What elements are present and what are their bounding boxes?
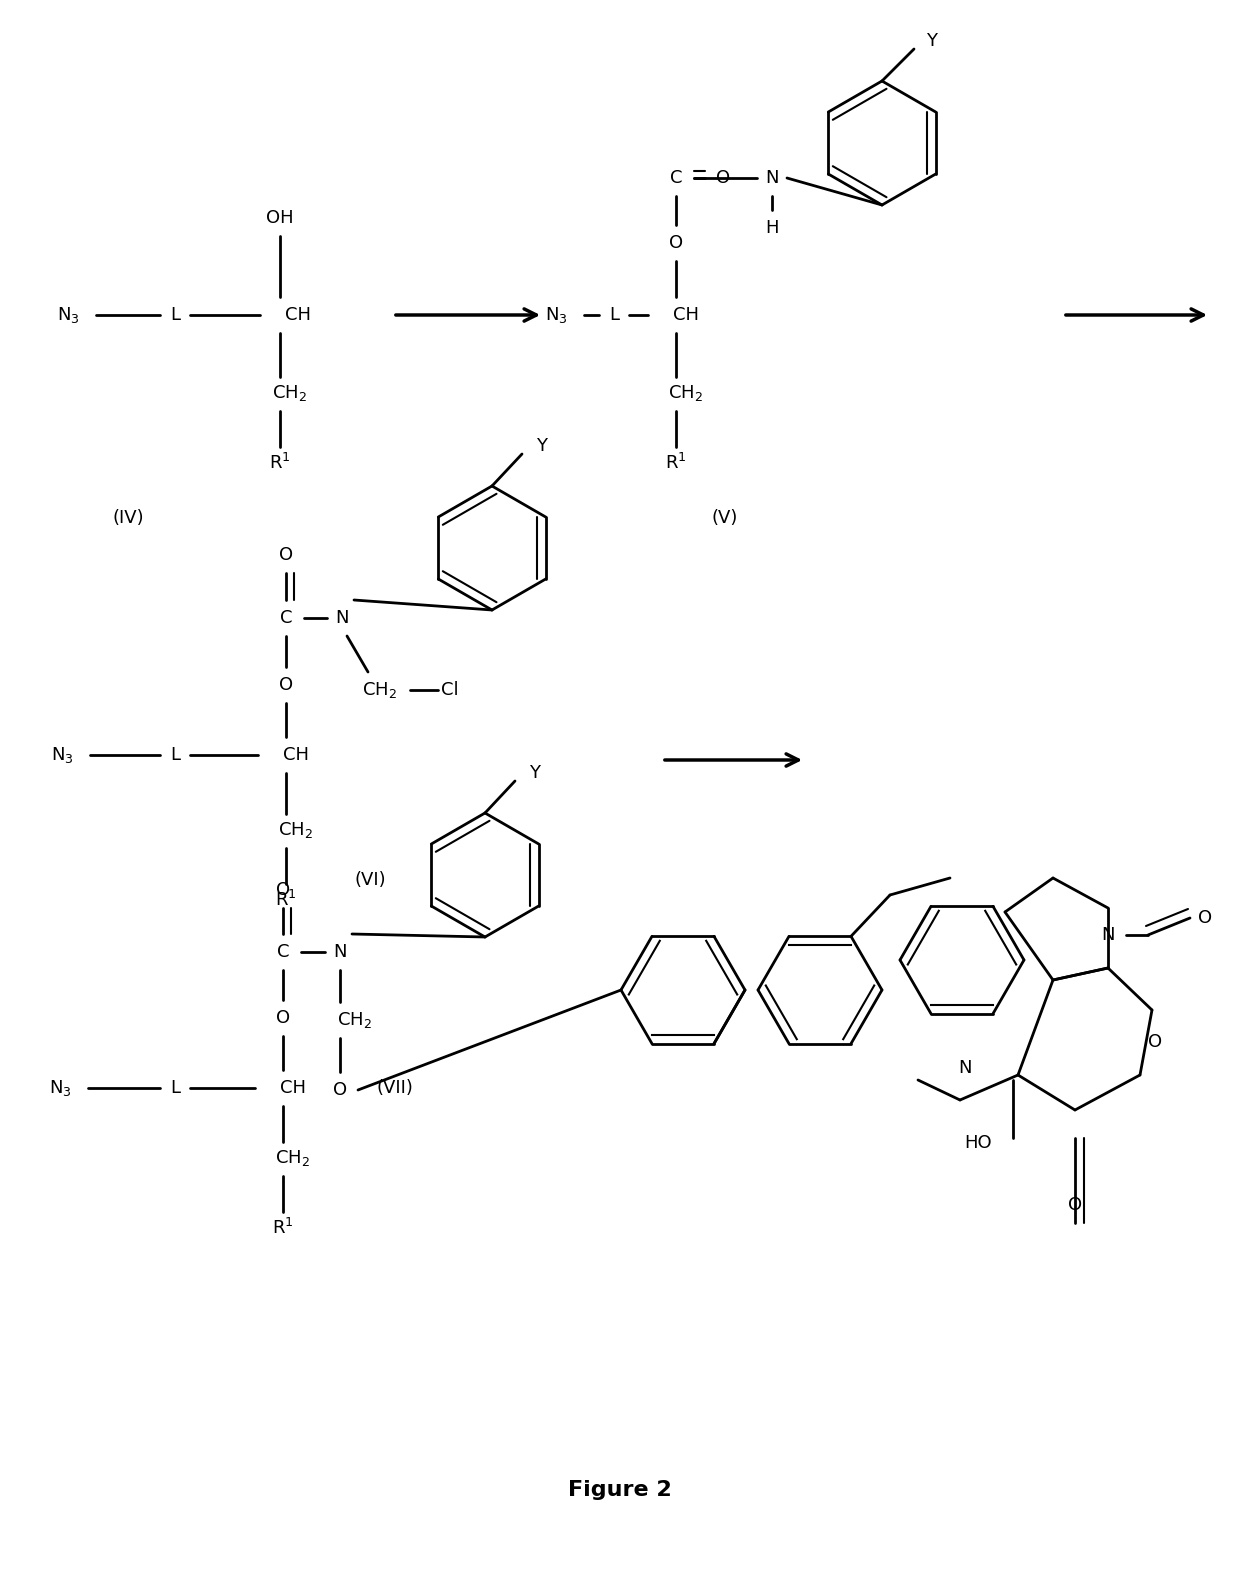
Text: O: O [1198, 909, 1211, 927]
Text: (IV): (IV) [112, 509, 144, 527]
Text: Y: Y [529, 764, 541, 781]
Text: O: O [668, 234, 683, 252]
Text: CH$_2$: CH$_2$ [279, 821, 314, 839]
Text: N: N [959, 1060, 972, 1077]
Text: CH$_2$: CH$_2$ [337, 1009, 372, 1030]
Text: Y: Y [537, 437, 548, 454]
Text: N: N [334, 943, 347, 960]
Text: N$_3$: N$_3$ [544, 305, 567, 325]
Text: H: H [765, 219, 779, 237]
Text: N$_3$: N$_3$ [51, 745, 73, 766]
Text: CH: CH [280, 1078, 306, 1097]
Text: L: L [609, 307, 619, 324]
Text: CH$_2$: CH$_2$ [362, 681, 398, 700]
Text: R$^1$: R$^1$ [665, 453, 687, 473]
Text: CH$_2$: CH$_2$ [273, 384, 308, 402]
Text: O: O [715, 170, 730, 187]
Text: N$_3$: N$_3$ [57, 305, 79, 325]
Text: O: O [332, 1082, 347, 1099]
Text: CH$_2$: CH$_2$ [668, 384, 703, 402]
Text: CH$_2$: CH$_2$ [275, 1148, 310, 1168]
Text: O: O [277, 1009, 290, 1027]
Text: R$^1$: R$^1$ [273, 1218, 294, 1239]
Text: Figure 2: Figure 2 [568, 1479, 672, 1500]
Text: O: O [279, 676, 293, 693]
Text: Y: Y [926, 31, 937, 50]
Text: (V): (V) [712, 509, 738, 527]
Text: HO: HO [965, 1133, 992, 1152]
Text: N: N [335, 608, 348, 627]
Text: O: O [279, 545, 293, 564]
Text: L: L [170, 1078, 180, 1097]
Text: C: C [277, 943, 289, 960]
Text: O: O [277, 880, 290, 899]
Text: N$_3$: N$_3$ [48, 1078, 71, 1097]
Text: (VII): (VII) [377, 1078, 413, 1097]
Text: L: L [170, 307, 180, 324]
Text: R$^1$: R$^1$ [269, 453, 290, 473]
Text: R$^1$: R$^1$ [275, 890, 296, 910]
Text: L: L [170, 747, 180, 764]
Text: CH: CH [283, 747, 309, 764]
Text: Cl: Cl [441, 681, 459, 700]
Text: O: O [1068, 1196, 1083, 1214]
Text: N: N [765, 170, 779, 187]
Text: N: N [1101, 926, 1115, 945]
Text: C: C [670, 170, 682, 187]
Text: CH: CH [285, 307, 311, 324]
Text: C: C [280, 608, 293, 627]
Text: OH: OH [267, 209, 294, 226]
Text: O: O [1148, 1033, 1162, 1052]
Text: CH: CH [673, 307, 699, 324]
Text: (VI): (VI) [355, 871, 386, 890]
